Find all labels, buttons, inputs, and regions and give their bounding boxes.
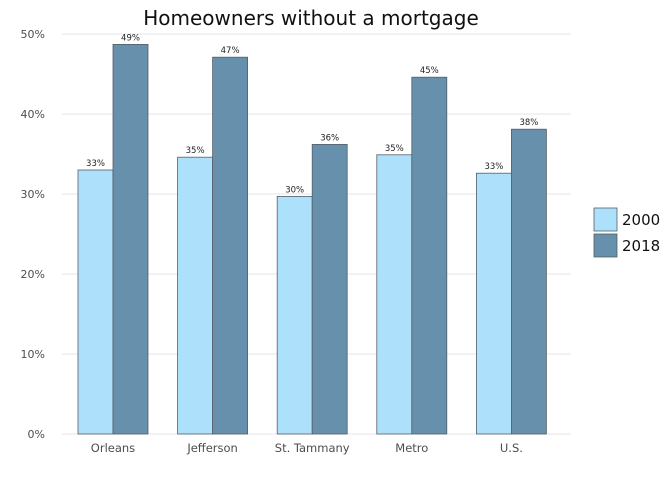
bar-2000-0 bbox=[77, 169, 114, 435]
chart-title: Homeowners without a mortgage bbox=[143, 6, 479, 30]
bar-2018-0 bbox=[112, 44, 149, 435]
legend: 2000 2018 bbox=[593, 207, 660, 258]
data-label: 47% bbox=[221, 46, 240, 56]
x-tick-label: Metro bbox=[395, 441, 428, 455]
bar-2018-3 bbox=[411, 76, 448, 435]
bar-2000-3 bbox=[376, 154, 413, 435]
x-axis: Orleans Jefferson St. Tammany Metro U.S. bbox=[91, 441, 523, 455]
y-tick-label: 30% bbox=[21, 188, 45, 201]
data-label: 36% bbox=[320, 133, 339, 143]
data-label: 33% bbox=[484, 162, 503, 172]
legend-label: 2018 bbox=[622, 237, 660, 255]
y-tick-label: 10% bbox=[21, 348, 45, 361]
x-tick-label: St. Tammany bbox=[275, 441, 350, 455]
x-tick-label: Jefferson bbox=[186, 441, 238, 455]
y-tick-label: 20% bbox=[21, 268, 45, 281]
x-tick-label: U.S. bbox=[500, 441, 523, 455]
bar-2000-4 bbox=[475, 172, 512, 435]
data-label: 49% bbox=[121, 33, 140, 43]
bar-2018-1 bbox=[212, 56, 249, 435]
data-labels: 33% 49% 35% 47% 30% 36% 35% 45% 33% 38% bbox=[86, 33, 538, 195]
x-tick-label: Orleans bbox=[91, 441, 135, 455]
data-label: 35% bbox=[186, 146, 205, 156]
legend-swatch bbox=[593, 207, 618, 232]
y-axis: 0% 10% 20% 30% 40% 50% bbox=[21, 28, 45, 441]
bar-2018-4 bbox=[510, 128, 547, 435]
y-tick-label: 0% bbox=[28, 428, 45, 441]
data-label: 30% bbox=[285, 185, 304, 195]
legend-label: 2000 bbox=[622, 211, 660, 229]
bar-2000-1 bbox=[177, 156, 214, 435]
bars bbox=[77, 44, 547, 435]
data-label: 35% bbox=[385, 144, 404, 154]
legend-swatch bbox=[593, 233, 618, 258]
data-label: 45% bbox=[420, 66, 439, 76]
y-tick-label: 40% bbox=[21, 108, 45, 121]
bar-2000-2 bbox=[276, 195, 313, 435]
y-tick-label: 50% bbox=[21, 28, 45, 41]
data-label: 38% bbox=[519, 118, 538, 128]
data-label: 33% bbox=[86, 159, 105, 169]
bar-2018-2 bbox=[311, 143, 348, 435]
